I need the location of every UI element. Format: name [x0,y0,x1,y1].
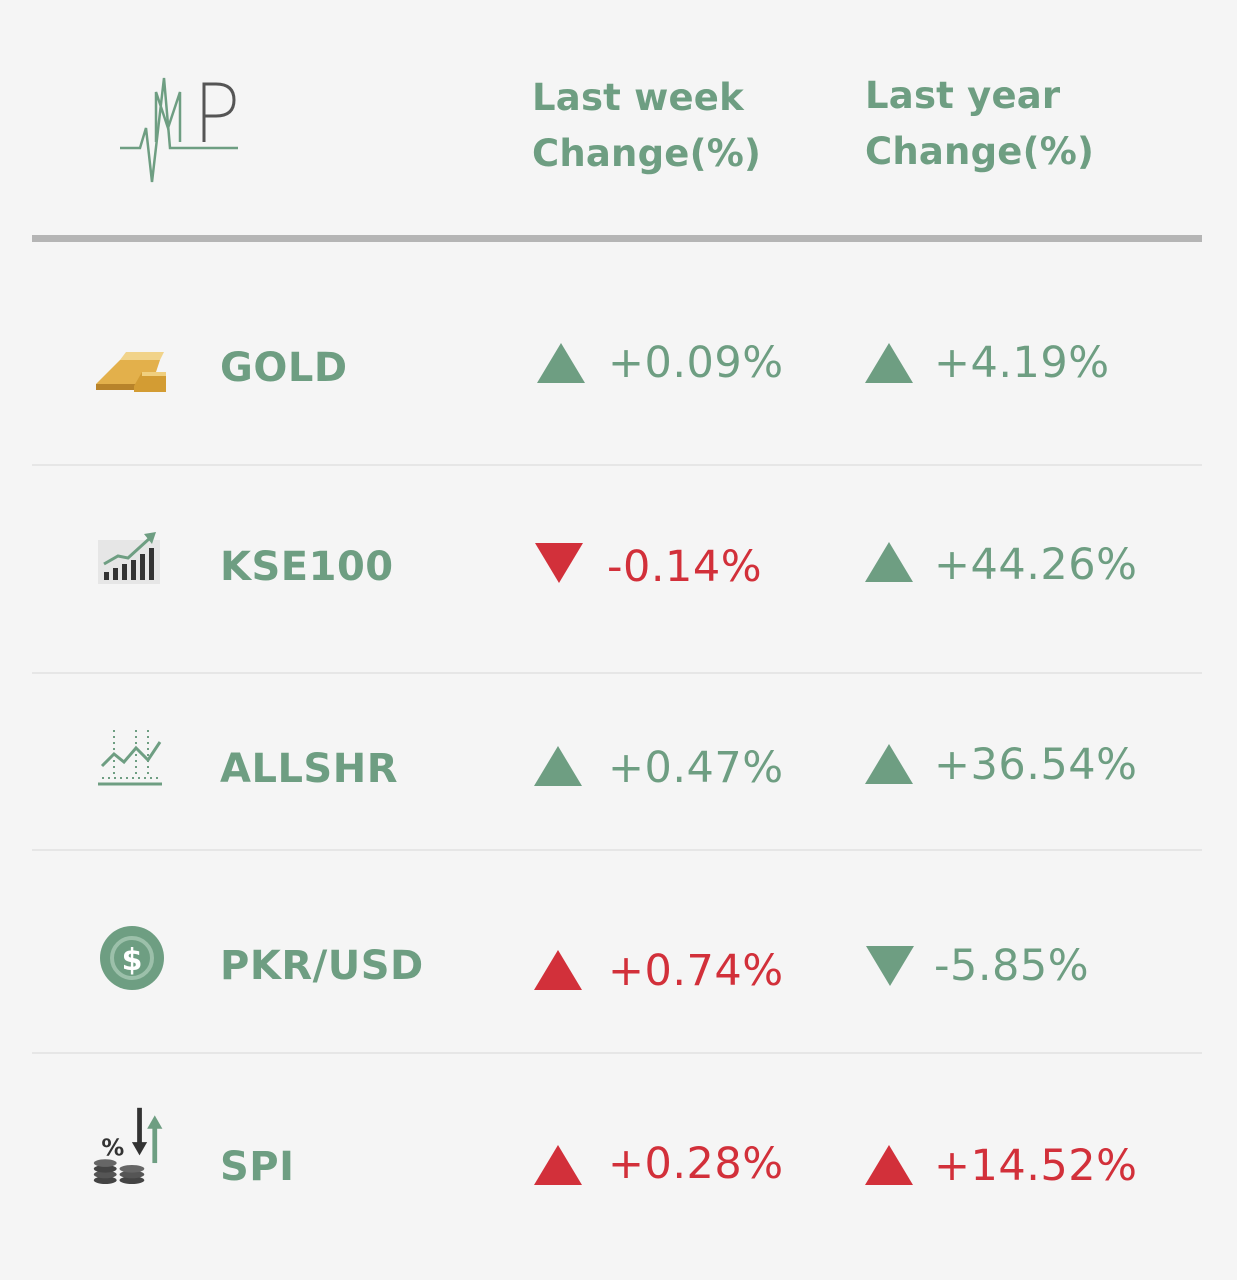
svg-text:$: $ [122,943,143,978]
header-week-line2: Change(%) [532,132,762,175]
line-chart-icon [98,730,162,786]
header-year-line2: Change(%) [865,130,1095,173]
triangle-up-icon [534,1145,582,1185]
triangle-down-icon [535,543,583,583]
row-allshr-name: ALLSHR [220,746,399,792]
row-divider [32,849,1202,851]
triangle-up-icon [865,1145,913,1185]
row-pkrusd-name: PKR/USD [220,943,424,989]
row-gold-week-change: +0.09% [608,338,784,388]
triangle-up-icon [865,343,913,383]
dollar-coin-icon: $ [100,926,164,990]
header-week-line1: Last week [532,76,744,119]
row-divider [32,1052,1202,1054]
triangle-up-icon [534,746,582,786]
row-allshr-year-change: +36.54% [934,740,1138,790]
header-year-line1: Last year [865,74,1061,117]
row-divider [32,464,1202,466]
rising-bar-chart-icon [98,532,160,584]
row-spi-name: SPI [220,1144,295,1190]
svg-text:%: % [101,1135,124,1161]
row-spi-year-change: +14.52% [934,1141,1138,1191]
column-header-last-week: Last week Change(%) [532,70,761,182]
triangle-up-icon [865,744,913,784]
row-gold-year-change: +4.19% [934,338,1110,388]
row-gold-name: GOLD [220,345,348,391]
row-spi-week-change: +0.28% [608,1139,784,1189]
row-divider [32,672,1202,674]
triangle-up-icon [534,950,582,990]
triangle-down-icon [866,946,914,986]
percent-coins-icon: % [93,1107,163,1184]
row-allshr-week-change: +0.47% [608,743,784,793]
triangle-up-icon [537,343,585,383]
row-pkrusd-week-change: +0.74% [608,946,784,996]
header-divider [32,235,1202,242]
amp-logo [120,77,238,183]
row-kse100-name: KSE100 [220,544,394,590]
triangle-up-icon [865,542,913,582]
row-kse100-week-change: -0.14% [607,542,763,592]
column-header-last-year: Last year Change(%) [865,68,1094,180]
row-kse100-year-change: +44.26% [934,540,1138,590]
row-pkrusd-year-change: -5.85% [934,941,1090,991]
gold-bars-icon [96,352,166,392]
